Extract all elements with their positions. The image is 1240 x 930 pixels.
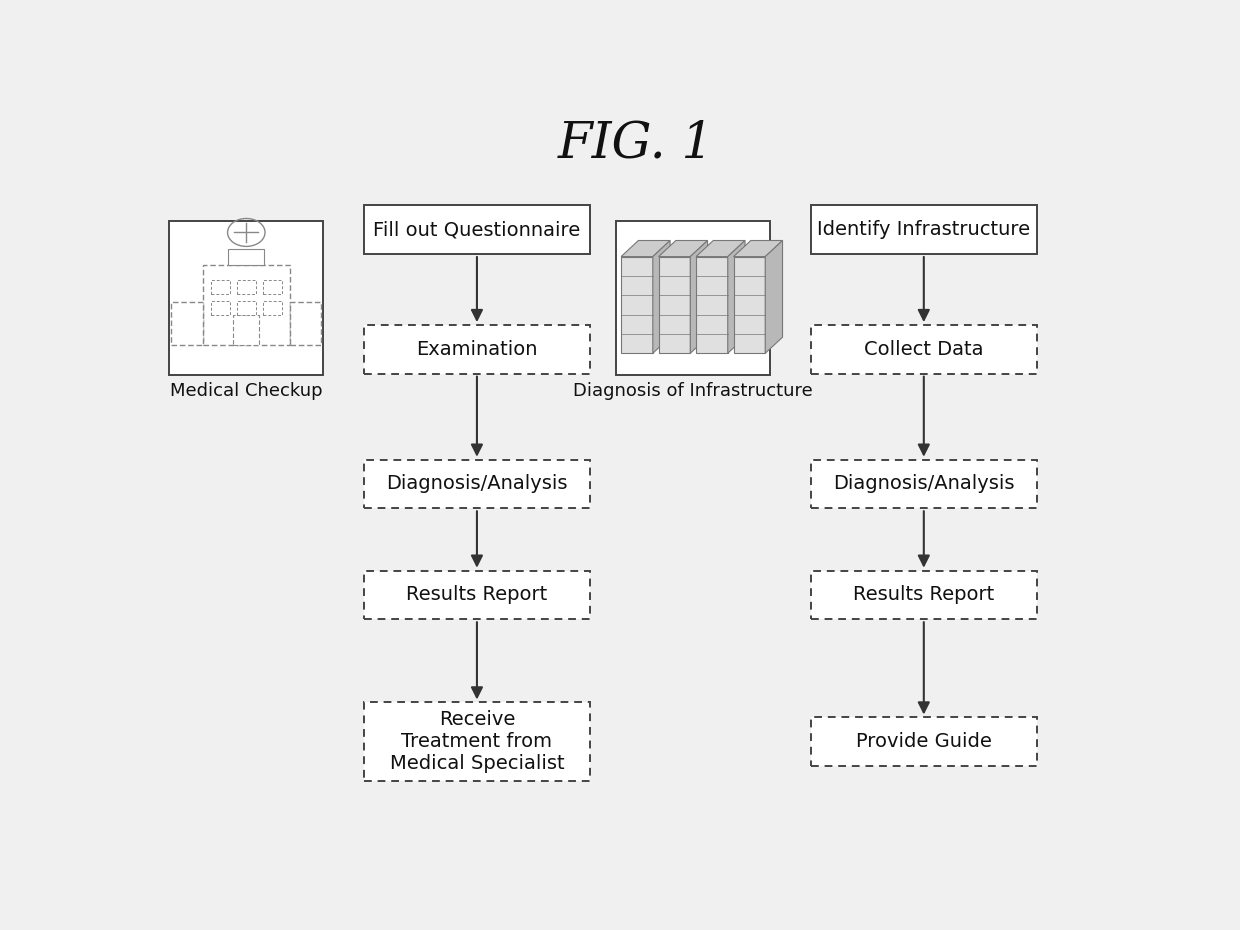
Text: Provide Guide: Provide Guide (856, 732, 992, 751)
FancyBboxPatch shape (170, 220, 324, 375)
Polygon shape (765, 241, 782, 353)
Text: Diagnosis/Analysis: Diagnosis/Analysis (833, 474, 1014, 494)
Bar (621, 257, 652, 353)
Bar (263, 280, 281, 294)
Polygon shape (621, 241, 670, 257)
Text: Diagnosis of Infrastructure: Diagnosis of Infrastructure (573, 382, 813, 400)
FancyBboxPatch shape (365, 325, 590, 374)
Text: Results Report: Results Report (853, 586, 994, 604)
Text: Diagnosis/Analysis: Diagnosis/Analysis (386, 474, 568, 494)
Bar (171, 302, 203, 345)
Bar (211, 301, 229, 315)
FancyBboxPatch shape (365, 459, 590, 509)
Polygon shape (734, 241, 782, 257)
Text: Results Report: Results Report (407, 586, 548, 604)
FancyBboxPatch shape (365, 702, 590, 781)
Bar (263, 301, 281, 315)
Bar (233, 315, 259, 345)
Text: Collect Data: Collect Data (864, 339, 983, 359)
Text: Medical Checkup: Medical Checkup (170, 382, 322, 400)
Text: Identify Infrastructure: Identify Infrastructure (817, 220, 1030, 239)
Polygon shape (658, 241, 708, 257)
Bar (658, 257, 691, 353)
Bar (237, 301, 255, 315)
FancyBboxPatch shape (365, 571, 590, 619)
Polygon shape (728, 241, 745, 353)
Polygon shape (696, 241, 745, 257)
FancyBboxPatch shape (811, 206, 1037, 254)
FancyBboxPatch shape (811, 717, 1037, 766)
Bar (734, 257, 765, 353)
Text: FIG. 1: FIG. 1 (557, 119, 714, 168)
Bar (237, 280, 255, 294)
FancyBboxPatch shape (616, 220, 770, 375)
FancyBboxPatch shape (811, 325, 1037, 374)
FancyBboxPatch shape (811, 459, 1037, 509)
Bar (290, 302, 321, 345)
Bar (228, 248, 264, 265)
Text: Fill out Questionnaire: Fill out Questionnaire (373, 220, 580, 239)
Text: Examination: Examination (417, 339, 538, 359)
Bar (696, 257, 728, 353)
FancyBboxPatch shape (811, 571, 1037, 619)
Text: Receive
Treatment from
Medical Specialist: Receive Treatment from Medical Specialis… (389, 711, 564, 773)
Polygon shape (691, 241, 708, 353)
Polygon shape (652, 241, 670, 353)
Bar (203, 265, 290, 345)
FancyBboxPatch shape (365, 206, 590, 254)
Bar (211, 280, 229, 294)
